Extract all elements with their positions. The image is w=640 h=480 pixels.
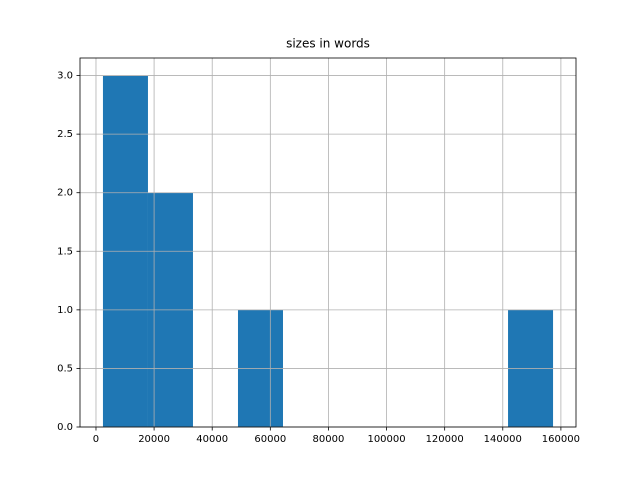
x-tick-label: 20000 (138, 434, 170, 445)
y-tick-label: 3.0 (57, 71, 73, 82)
x-tick-label: 140000 (484, 434, 522, 445)
y-tick-label: 0.0 (57, 422, 73, 433)
chart-title: sizes in words (286, 37, 370, 51)
x-tick-label: 160000 (542, 434, 580, 445)
y-tick-label: 2.0 (57, 188, 73, 199)
x-tick-label: 100000 (367, 434, 405, 445)
x-tick-label: 0 (93, 434, 99, 445)
y-tick-label: 1.0 (57, 305, 73, 316)
y-tick-label: 0.5 (57, 363, 73, 374)
x-tick-label: 40000 (196, 434, 228, 445)
y-tick-label: 1.5 (57, 246, 73, 257)
plot-frame (79, 57, 577, 428)
y-tick-label: 2.5 (57, 129, 73, 140)
x-tick-label: 80000 (313, 434, 345, 445)
x-tick-label: 60000 (254, 434, 286, 445)
x-tick-label: 120000 (426, 434, 464, 445)
